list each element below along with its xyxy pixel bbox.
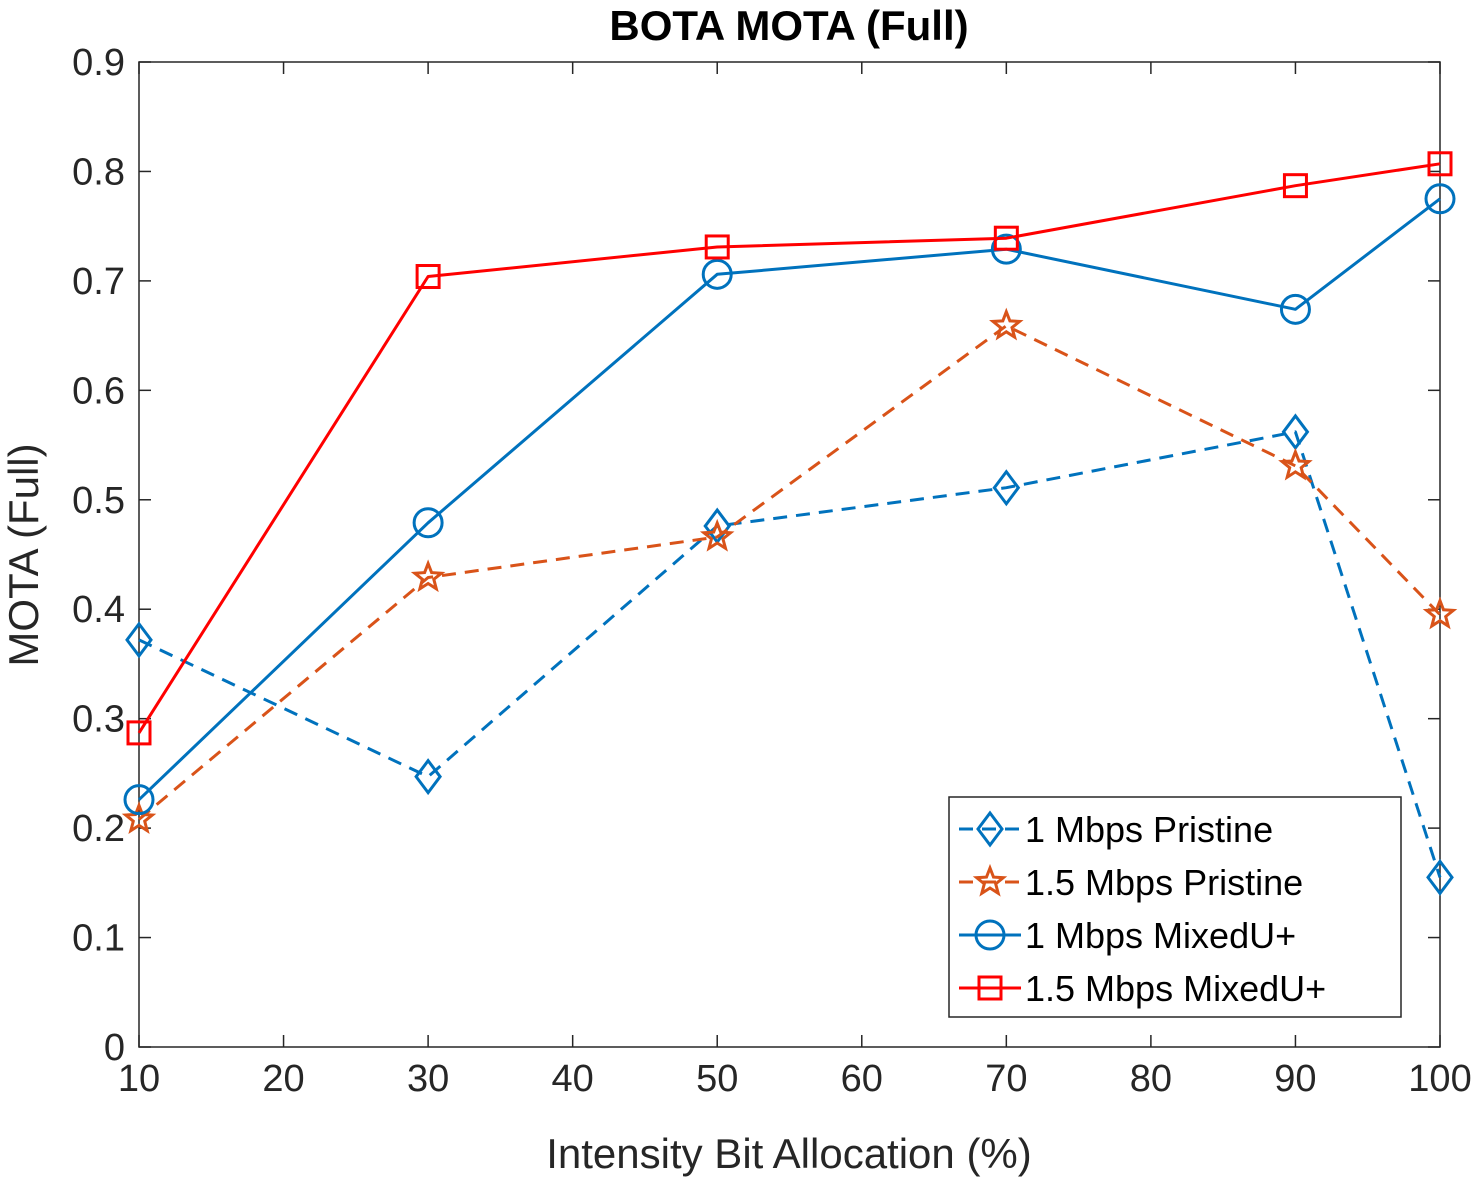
y-tick-label: 0 — [104, 1027, 125, 1069]
legend-marker-1 — [972, 863, 1008, 897]
series-line-0 — [138, 430, 1442, 878]
data-point-1 — [1278, 447, 1313, 481]
x-tick-label: 90 — [1274, 1058, 1316, 1100]
data-point-2 — [1279, 293, 1311, 325]
axes-box — [138, 61, 1441, 1048]
data-point-1 — [699, 518, 735, 552]
x-tick-label: 100 — [1408, 1058, 1471, 1100]
y-tick-label: 0.1 — [72, 918, 125, 960]
data-point-1 — [1422, 596, 1458, 630]
data-point-0 — [125, 621, 153, 659]
x-tick-label: 70 — [985, 1058, 1027, 1100]
data-point-0 — [992, 469, 1021, 507]
legend-box — [948, 796, 1402, 1018]
x-tick-label: 50 — [696, 1058, 738, 1100]
data-point-0 — [1281, 413, 1310, 451]
data-point-3 — [704, 234, 730, 260]
series-line-2 — [137, 197, 1441, 801]
data-point-3 — [126, 720, 152, 746]
data-point-0 — [414, 758, 442, 796]
x-tick-label: 30 — [407, 1058, 449, 1100]
y-tick-label: 0.3 — [72, 699, 125, 741]
y-tick-label: 0.2 — [72, 808, 125, 850]
y-tick-label: 0.9 — [72, 42, 125, 84]
y-tick-label: 0.7 — [72, 261, 125, 303]
data-point-2 — [1424, 183, 1456, 215]
plot-area: 10 20 30 40 50 60 70 80 90 100 0 0.1 0.2 0.3 0.4 0.5 0.6… — [72, 42, 1472, 1100]
chart-title: BOTA MOTA (Full) — [609, 2, 968, 49]
legend-marker-2 — [974, 919, 1006, 951]
legend-marker-3 — [977, 975, 1003, 1001]
data-point-3 — [993, 225, 1019, 251]
series-line-3 — [137, 162, 1441, 734]
data-point-3 — [1427, 151, 1453, 177]
data-point-2 — [701, 258, 733, 290]
data-point-0 — [1426, 858, 1454, 896]
data-point-3 — [415, 264, 441, 290]
x-tick-label: 60 — [841, 1058, 883, 1100]
y-tick-label: 0.4 — [72, 589, 125, 631]
data-point-3 — [1282, 173, 1308, 199]
legend-label-3: 1.5 Mbps MixedU+ — [1025, 968, 1326, 1009]
legend-label-0: 1 Mbps Pristine — [1025, 809, 1273, 850]
y-tick-label: 0.6 — [72, 370, 125, 412]
data-point-2 — [990, 233, 1022, 265]
y-tick-label: 0.8 — [72, 151, 125, 193]
y-tick-label: 0.5 — [72, 480, 125, 522]
y-axis-label: MOTA (Full) — [0, 443, 47, 666]
x-tick-label: 10 — [118, 1058, 160, 1100]
legend: 1 Mbps Pristine 1.5 Mbps Pristine 1 Mbps M… — [948, 796, 1402, 1018]
data-point-1 — [121, 801, 157, 835]
legend-label-2: 1 Mbps MixedU+ — [1025, 915, 1296, 956]
x-tick-label: 40 — [552, 1058, 594, 1100]
data-point-2 — [412, 507, 444, 539]
data-point-1 — [410, 559, 446, 593]
data-point-1 — [989, 307, 1024, 341]
legend-marker-0 — [976, 810, 1004, 848]
x-tick-label: 80 — [1130, 1058, 1172, 1100]
series-line-1 — [138, 324, 1442, 821]
x-axis-label: Intensity Bit Allocation (%) — [546, 1130, 1032, 1177]
x-tick-label: 20 — [262, 1058, 304, 1100]
data-point-2 — [123, 784, 155, 816]
legend-label-1: 1.5 Mbps Pristine — [1025, 862, 1303, 903]
